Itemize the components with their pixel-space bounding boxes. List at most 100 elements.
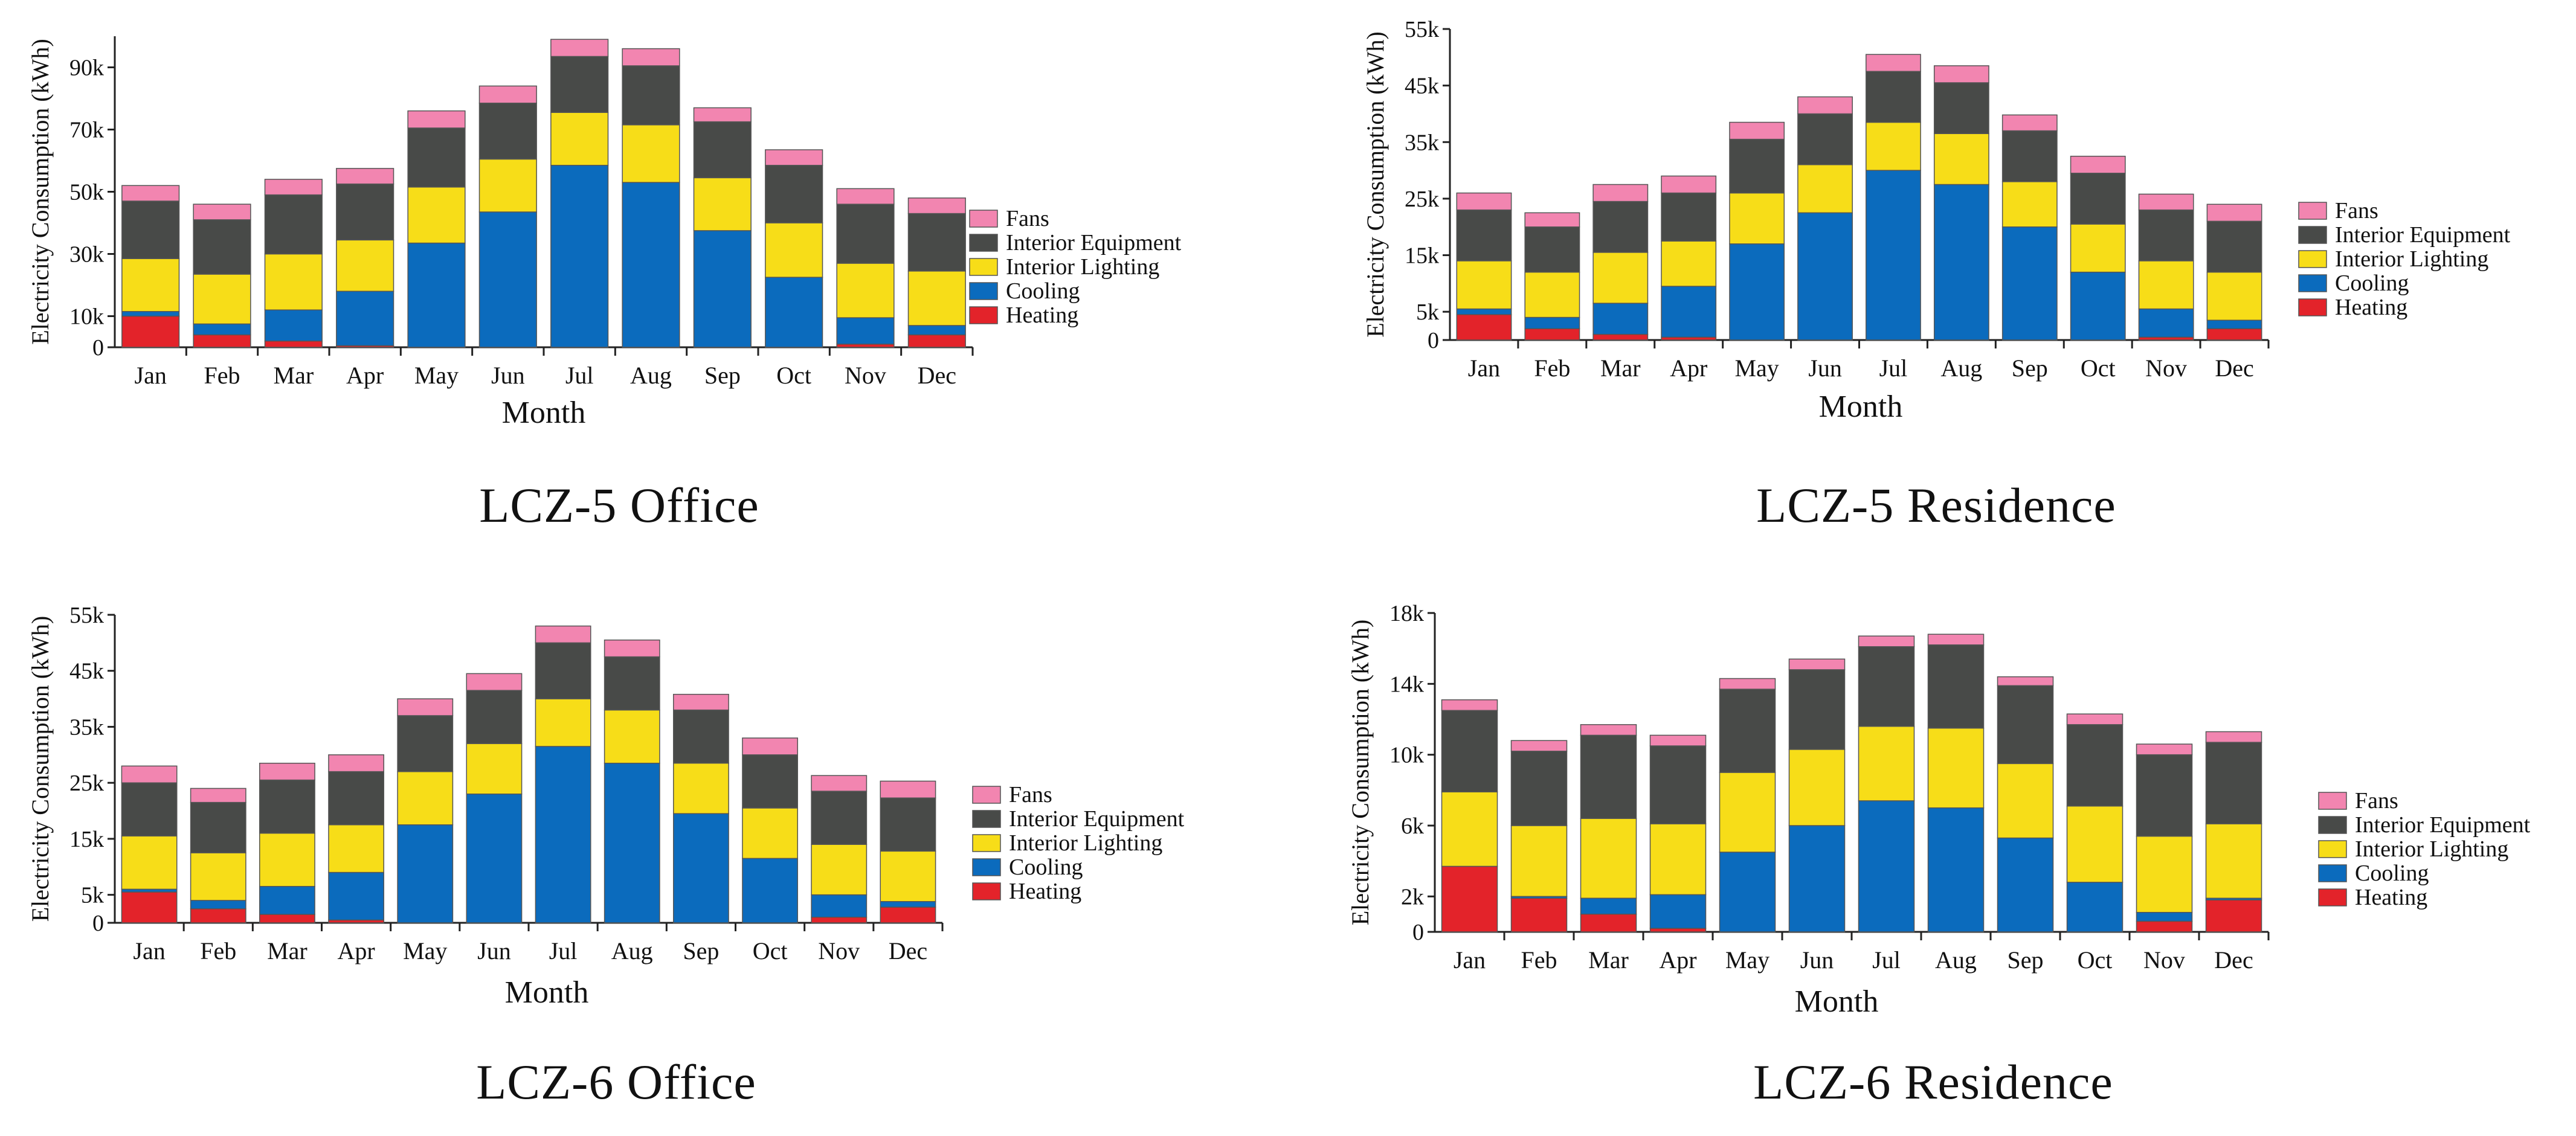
bar-interior-lighting — [2136, 835, 2193, 913]
bar-fans — [121, 765, 178, 783]
bar-interior-lighting — [880, 850, 936, 902]
bar-heating — [259, 914, 315, 923]
legend-label-interior-lighting: Interior Lighting — [2355, 836, 2508, 862]
bar-fans — [693, 107, 752, 123]
bar-interior-lighting — [1788, 749, 1846, 826]
bar-cooling — [880, 901, 936, 908]
bar-interior-lighting — [604, 709, 660, 764]
legend-swatch-interior-lighting — [969, 258, 998, 276]
y-tick-label: 6k — [1401, 813, 1424, 839]
bar-cooling — [397, 824, 454, 923]
bar-fans — [2070, 155, 2126, 174]
legend-swatch-interior-equipment — [969, 234, 998, 252]
y-tick-label: 35k — [1405, 130, 1439, 155]
bar-cooling — [328, 871, 385, 921]
legend-label-interior-equipment: Interior Equipment — [1009, 806, 1185, 832]
x-axis-label: Month — [505, 975, 589, 1010]
bar-interior-equipment — [1456, 209, 1512, 262]
legend-label-cooling: Cooling — [1009, 855, 1083, 880]
bar-fans — [336, 168, 394, 185]
bar-cooling — [1524, 316, 1580, 330]
bar-interior-equipment — [1788, 669, 1846, 750]
legend-label-interior-equipment: Interior Equipment — [2335, 222, 2511, 248]
y-tick-label: 0 — [92, 911, 104, 936]
bar-cooling — [604, 762, 660, 923]
legend-label-interior-lighting: Interior Lighting — [2335, 246, 2488, 272]
bar-cooling — [190, 900, 246, 910]
legend-label-interior-lighting: Interior Lighting — [1009, 830, 1162, 856]
x-tick-label: Mar — [274, 362, 314, 389]
y-tick-label: 30k — [69, 242, 104, 268]
bar-interior-equipment — [407, 127, 466, 188]
bar-fans — [1456, 192, 1512, 211]
bar-fans — [2066, 713, 2124, 725]
legend-swatch-interior-lighting — [2318, 840, 2347, 858]
y-axis-label: Electricity Consumption (kWh) — [27, 616, 54, 922]
bar-interior-equipment — [880, 797, 936, 852]
bar-interior-lighting — [550, 112, 609, 166]
x-tick-label: Oct — [753, 937, 788, 964]
bar-cooling — [1858, 800, 1915, 932]
legend-swatch-interior-equipment — [2318, 816, 2347, 834]
bar-cooling — [2066, 882, 2124, 932]
bar-interior-lighting — [1719, 772, 1776, 853]
x-tick-label: Jul — [565, 362, 594, 389]
bar-heating — [2136, 920, 2193, 932]
bar-interior-lighting — [535, 698, 591, 747]
bar-cooling — [622, 182, 680, 348]
x-axis-label: Month — [502, 396, 586, 430]
bar-cooling — [264, 309, 323, 342]
bar-heating — [811, 916, 868, 923]
bar-fans — [1866, 54, 1921, 72]
y-tick-label: 50k — [69, 180, 104, 205]
bar-fans — [1592, 184, 1649, 202]
bar-cooling — [1661, 286, 1717, 338]
legend-swatch-cooling — [2298, 274, 2327, 292]
x-axis-label: Month — [1819, 390, 1903, 424]
bar-fans — [407, 110, 466, 129]
bar-heating — [2205, 899, 2262, 932]
panel-title-lcz6-residence: LCZ-6 Residence — [1753, 1054, 2113, 1109]
bar-interior-equipment — [811, 791, 868, 845]
y-tick-label: 70k — [69, 118, 104, 143]
bar-heating — [1441, 865, 1498, 932]
bar-interior-lighting — [836, 263, 895, 318]
x-tick-label: Jan — [1468, 355, 1500, 382]
bar-heating — [121, 891, 178, 923]
bar-cooling — [1456, 308, 1512, 315]
y-tick-label: 18k — [1389, 601, 1424, 626]
bar-interior-equipment — [550, 56, 609, 113]
bar-interior-equipment — [190, 801, 246, 853]
bar-fans — [1649, 734, 1707, 746]
bar-interior-lighting — [2205, 823, 2262, 899]
bar-fans — [1524, 212, 1580, 228]
bar-interior-lighting — [1592, 252, 1649, 304]
x-tick-label: Nov — [845, 362, 886, 389]
legend-swatch-fans — [2318, 792, 2347, 810]
y-axis-label: Electricity Consumption (kWh) — [1362, 31, 1389, 338]
bar-interior-equipment — [1524, 226, 1580, 273]
legend-swatch-cooling — [969, 282, 998, 300]
bar-interior-lighting — [2070, 223, 2126, 273]
x-tick-label: Jan — [135, 362, 167, 389]
bar-cooling — [535, 746, 591, 923]
bar-interior-equipment — [2136, 754, 2193, 837]
bar-interior-lighting — [1729, 192, 1785, 245]
bar-fans — [742, 737, 798, 756]
bar-interior-lighting — [193, 274, 251, 325]
legend-swatch-fans — [969, 210, 998, 228]
x-tick-label: May — [1725, 946, 1769, 974]
y-tick-label: 14k — [1389, 672, 1424, 697]
chart-lcz-6-residence: 0 2k 6k 10k 14k 18k Jan Feb Mar Apr May Jun Jul Aug Se… — [1347, 601, 2531, 1019]
bar-fans — [604, 639, 660, 658]
y-tick-label: 25k — [1405, 187, 1439, 212]
bar-interior-lighting — [1858, 725, 1915, 801]
bar-fans — [907, 197, 966, 214]
x-tick-label: Sep — [2012, 355, 2048, 382]
legend-swatch-cooling — [2318, 864, 2347, 882]
bar-fans — [1788, 658, 1846, 670]
legend-swatch-fans — [2298, 202, 2327, 220]
